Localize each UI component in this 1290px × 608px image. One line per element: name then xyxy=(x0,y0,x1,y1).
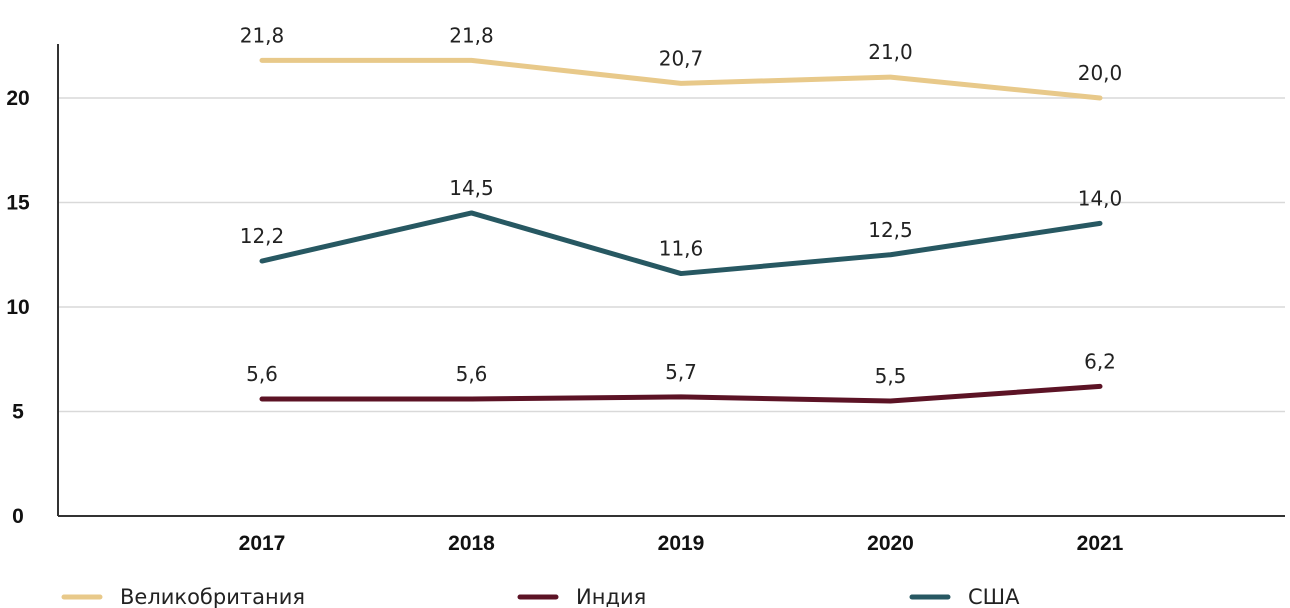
data-label: 21,8 xyxy=(449,23,494,47)
data-label: 11,6 xyxy=(659,237,704,261)
x-tick-label: 2018 xyxy=(448,532,495,555)
legend-label: Великобритания xyxy=(120,585,305,608)
data-label: 21,0 xyxy=(868,40,913,64)
y-tick-label: 0 xyxy=(12,505,24,528)
series-line xyxy=(259,210,1103,277)
x-tick-label: 2021 xyxy=(1077,532,1124,555)
y-tick-label: 5 xyxy=(12,401,24,424)
x-tick-label: 2017 xyxy=(239,532,286,555)
axes xyxy=(57,44,1285,517)
data-label: 12,2 xyxy=(240,224,285,248)
legend-label: Индия xyxy=(576,585,646,608)
series-line xyxy=(259,383,1103,404)
data-label: 14,0 xyxy=(1078,186,1123,210)
legend: Великобритания Индия США xyxy=(61,585,1020,608)
data-label: 5,7 xyxy=(665,360,697,384)
data-label: 12,5 xyxy=(868,218,913,242)
data-label: 20,7 xyxy=(659,46,704,70)
series-lines xyxy=(259,57,1103,404)
x-tick-label: 2019 xyxy=(658,532,705,555)
data-label: 5,6 xyxy=(456,362,488,386)
data-label: 20,0 xyxy=(1078,61,1123,85)
data-label: 6,2 xyxy=(1084,349,1116,373)
x-tick-label: 2020 xyxy=(867,532,914,555)
y-tick-label: 15 xyxy=(6,192,30,215)
data-label: 21,8 xyxy=(240,23,285,47)
data-label: 14,5 xyxy=(449,176,494,200)
x-axis-tick-labels: 2017 2018 2019 2020 2021 xyxy=(239,532,1124,555)
data-label: 5,5 xyxy=(875,364,907,388)
y-tick-label: 10 xyxy=(6,296,29,319)
series-line xyxy=(259,57,1103,101)
y-tick-label: 20 xyxy=(6,87,29,110)
y-axis-tick-labels: 0 5 10 15 20 xyxy=(6,87,30,528)
data-label: 5,6 xyxy=(246,362,278,386)
legend-label: США xyxy=(968,585,1020,608)
data-labels: 21,8 21,8 20,7 21,0 20,0 5,6 5,6 5,7 5,5 6,2 12,2 1… xyxy=(240,23,1123,388)
